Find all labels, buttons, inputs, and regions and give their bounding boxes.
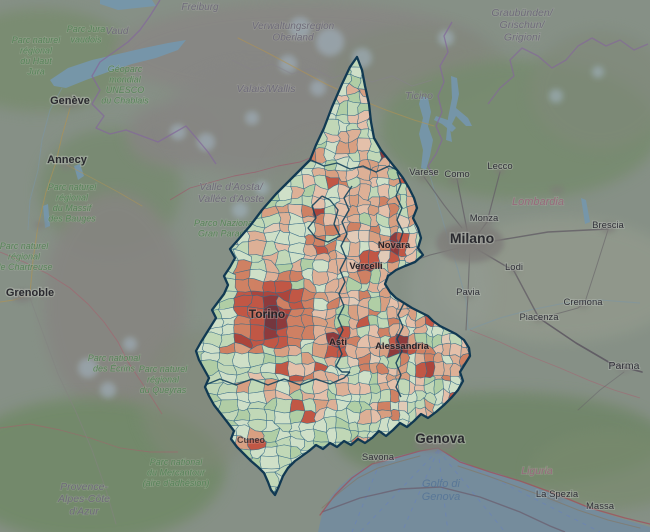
map-label: Parc national des Écrins	[88, 353, 142, 373]
map-label: Piacenza	[519, 312, 559, 323]
map-label: Ticino	[405, 90, 433, 102]
map-label: Savona	[362, 452, 395, 463]
map-label: Parc naturel régional du Massif des Bauges	[48, 182, 98, 223]
water-layer	[27, 0, 650, 532]
map-label: Genève	[50, 95, 90, 107]
map-label: Annecy	[47, 154, 88, 166]
map-label: Cremona	[563, 297, 603, 308]
map-label: Parco Nazionale Gran Paradiso	[194, 218, 260, 238]
map-label: Como	[444, 169, 469, 180]
map-label: Cuneo	[237, 435, 266, 445]
map-label: Lombardia	[512, 196, 564, 208]
map-label: Provence-Alpes-Côte d'Azur	[57, 481, 110, 517]
map-label: Monza	[470, 213, 499, 224]
map-label: Valle d'Aosta/Vallée d'Aoste	[198, 181, 265, 205]
map-label: La Spezia	[536, 489, 579, 500]
map-label: Liguria	[521, 465, 553, 477]
map-label: Vercelli	[349, 261, 382, 272]
map-label: Brescia	[592, 220, 624, 231]
map-label: Vaud	[106, 26, 129, 37]
map-label: Varese	[409, 167, 438, 178]
region-outline	[194, 55, 472, 497]
map-label: Torino	[249, 307, 285, 321]
map-label: Graubünden/Grischun/Grigioni	[491, 7, 553, 43]
map-label: Asti	[329, 337, 347, 348]
map-label: Novara	[378, 240, 411, 251]
map-label: Lodi	[505, 262, 523, 273]
map-label: Parc naturel régional de Chartreuse	[0, 241, 53, 272]
map-label: Parc national du Mercantour (aire d'adhési…	[143, 457, 210, 488]
province-borders	[204, 159, 405, 398]
map-label: Parc naturel régional du Queyras	[139, 364, 189, 395]
map-label: Golfo di Genova	[422, 478, 461, 503]
map-label: Pavia	[456, 287, 480, 298]
map-label: Genova	[415, 431, 465, 446]
map-label: Parc naturel régional du Haut Jura	[12, 35, 62, 76]
map-label: Freiburg	[181, 2, 219, 13]
map-label: Grenoble	[6, 287, 54, 299]
map-label: Valais/Wallis	[237, 83, 297, 95]
map-label: Lecco	[487, 161, 512, 172]
map-label: Alessandria	[375, 341, 430, 352]
map-label: Parc Jura vaudois	[67, 24, 106, 44]
map-label: Verwaltungsregion Oberland	[252, 21, 335, 44]
map-label: Milano	[450, 230, 494, 246]
map-label: Parma	[609, 360, 640, 372]
map-label: Massa	[586, 501, 615, 512]
map-label: Géoparc mondial UNESCO du Chablais	[101, 64, 149, 105]
admin-borders-layer	[0, 0, 649, 453]
labels-layer: Freiburg Vaud Verwaltungsregion Oberland Val…	[5, 1, 641, 518]
urban-areas-layer	[12, 96, 631, 500]
